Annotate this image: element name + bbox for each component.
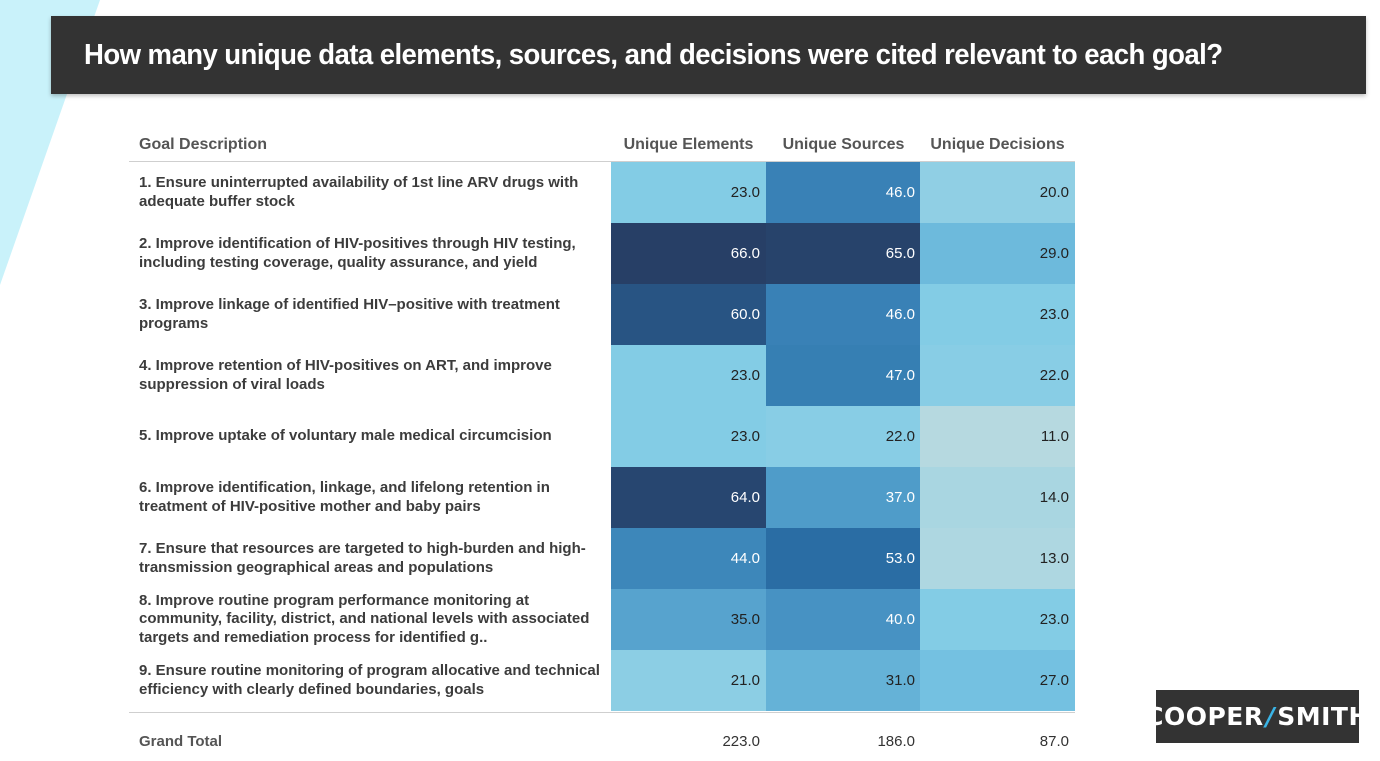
goal-description: 3. Improve linkage of identified HIV–pos… — [139, 296, 560, 332]
goal-description: 5. Improve uptake of voluntary male medi… — [139, 427, 552, 445]
heatmap-cell-elements: 60.0 — [611, 284, 766, 345]
table-row: 4. Improve retention of HIV-positives on… — [129, 345, 1075, 406]
table-row: 1. Ensure uninterrupted availability of … — [129, 162, 1075, 223]
heatmap-cell-decisions: 27.0 — [920, 650, 1075, 711]
heatmap-cell-sources: 37.0 — [766, 467, 921, 528]
total-sources: 186.0 — [877, 733, 915, 750]
heatmap-cell-decisions: 29.0 — [920, 223, 1075, 284]
table-row: 2. Improve identification of HIV-positiv… — [129, 223, 1075, 284]
heatmap-cell-elements: 64.0 — [611, 467, 766, 528]
logo-left-text: COOPER — [1145, 702, 1264, 731]
heatmap-cell-decisions: 14.0 — [920, 467, 1075, 528]
table-row: 8. Improve routine program performance m… — [129, 589, 1075, 650]
page-title: How many unique data elements, sources, … — [84, 38, 1223, 71]
heatmap-cell-sources: 65.0 — [766, 223, 921, 284]
heatmap-cell-elements: 23.0 — [611, 162, 766, 223]
title-bar: How many unique data elements, sources, … — [51, 16, 1366, 94]
goal-description: 8. Improve routine program performance m… — [139, 591, 590, 646]
logo-right-text: SMITH — [1277, 702, 1370, 731]
goal-description: 1. Ensure uninterrupted availability of … — [139, 174, 579, 210]
grand-total-label: Grand Total — [139, 733, 223, 750]
heatmap-cell-decisions: 13.0 — [920, 528, 1075, 589]
heatmap-cell-sources: 46.0 — [766, 284, 921, 345]
header-unique-elements: Unique Elements — [623, 136, 754, 153]
table-row: 3. Improve linkage of identified HIV–pos… — [129, 284, 1075, 345]
grand-total-row: Grand Total 223.0 186.0 87.0 — [129, 712, 1075, 761]
heatmap-cell-decisions: 20.0 — [920, 162, 1075, 223]
total-elements: 223.0 — [722, 733, 760, 750]
heatmap-cell-sources: 31.0 — [766, 650, 921, 711]
goal-description: 6. Improve identification, linkage, and … — [139, 479, 550, 515]
heatmap-cell-decisions: 23.0 — [920, 589, 1075, 650]
heatmap-cell-sources: 40.0 — [766, 589, 921, 650]
table-row: 9. Ensure routine monitoring of program … — [129, 650, 1075, 711]
heatmap-cell-decisions: 23.0 — [920, 284, 1075, 345]
total-decisions: 87.0 — [1039, 733, 1069, 750]
heatmap-cell-elements: 23.0 — [611, 345, 766, 406]
heatmap-cell-decisions: 11.0 — [920, 406, 1075, 467]
cooper-smith-logo: COOPER / SMITH — [1145, 690, 1369, 743]
table-row: 6. Improve identification, linkage, and … — [129, 467, 1075, 528]
heatmap-cell-sources: 46.0 — [766, 162, 921, 223]
header-unique-sources: Unique Sources — [782, 136, 905, 153]
table-header: Goal Description Unique Elements Unique … — [129, 128, 1075, 162]
heatmap-cell-elements: 44.0 — [611, 528, 766, 589]
heatmap-cell-sources: 53.0 — [766, 528, 921, 589]
heatmap-cell-decisions: 22.0 — [920, 345, 1075, 406]
heatmap-cell-elements: 66.0 — [611, 223, 766, 284]
heatmap-cell-sources: 22.0 — [766, 406, 921, 467]
table-row: 7. Ensure that resources are targeted to… — [129, 528, 1075, 589]
logo-slash: / — [1265, 702, 1276, 731]
heatmap-cell-elements: 21.0 — [611, 650, 766, 711]
table-body: 1. Ensure uninterrupted availability of … — [129, 162, 1075, 711]
heatmap-cell-elements: 35.0 — [611, 589, 766, 650]
header-unique-decisions: Unique Decisions — [930, 136, 1065, 153]
heatmap-table: Goal Description Unique Elements Unique … — [129, 128, 1075, 761]
table-row: 5. Improve uptake of voluntary male medi… — [129, 406, 1075, 467]
goal-description: 7. Ensure that resources are targeted to… — [139, 540, 586, 576]
heatmap-cell-sources: 47.0 — [766, 345, 921, 406]
goal-description: 9. Ensure routine monitoring of program … — [139, 662, 600, 698]
header-goal-description: Goal Description — [139, 136, 268, 153]
heatmap-cell-elements: 23.0 — [611, 406, 766, 467]
goal-description: 4. Improve retention of HIV-positives on… — [139, 357, 552, 393]
goal-description: 2. Improve identification of HIV-positiv… — [139, 235, 576, 271]
